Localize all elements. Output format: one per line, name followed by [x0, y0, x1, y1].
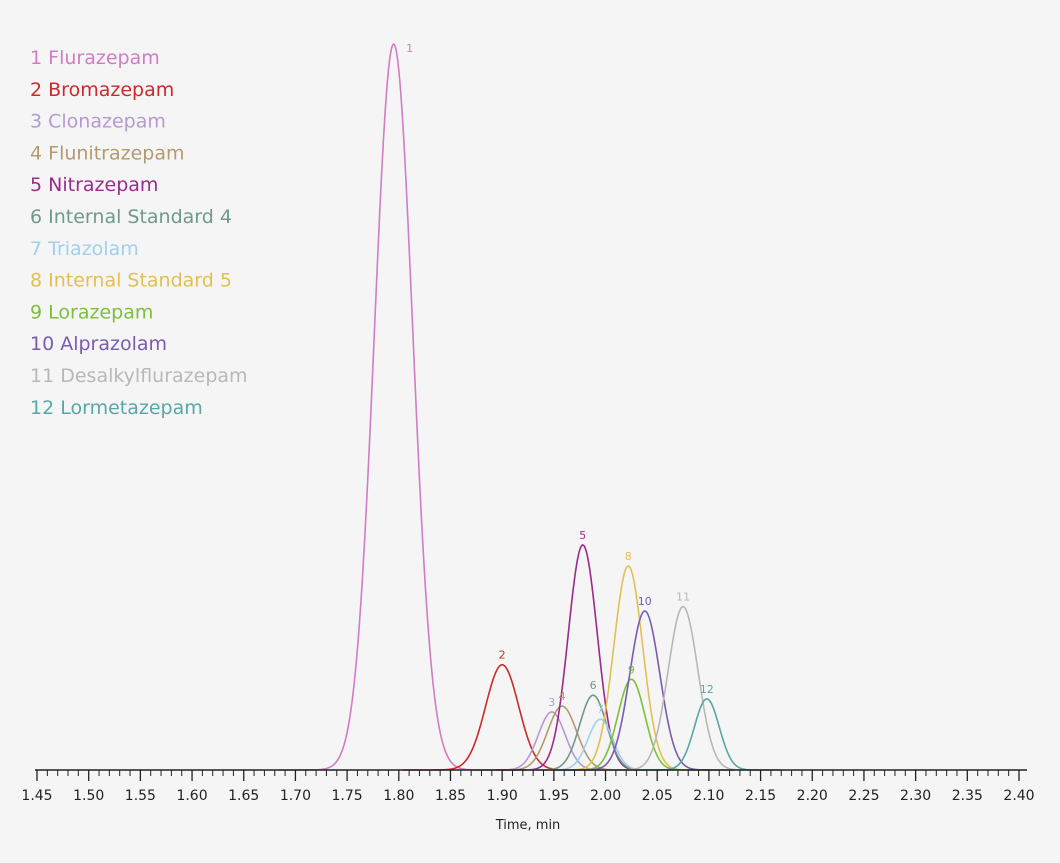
legend-entry: 3 Clonazepam [30, 111, 166, 133]
peak-label: 3 [548, 696, 555, 709]
legend-entry: 8 Internal Standard 5 [30, 270, 232, 292]
legend-number: 8 [30, 270, 48, 292]
legend-label: Lorazepam [48, 301, 153, 323]
x-tick-label: 2.00 [590, 788, 621, 804]
legend-number: 11 [30, 365, 60, 387]
legend-entry: 10 Alprazolam [30, 333, 167, 355]
x-tick-label: 2.20 [797, 788, 828, 804]
legend-label: Alprazolam [60, 333, 167, 355]
series-line-desalkylflurazepam [593, 605, 773, 771]
legend-label: Triazolam [47, 238, 139, 260]
legend-number: 6 [30, 206, 48, 228]
peak-label: 8 [625, 550, 632, 563]
legend-number: 7 [30, 238, 48, 260]
peak-label: 6 [590, 679, 597, 692]
legend-entry: 1 Flurazepam [30, 47, 160, 69]
legend-label: Flunitrazepam [48, 142, 184, 164]
legend-number: 4 [30, 142, 48, 164]
legend-entry: 4 Flunitrazepam [30, 142, 185, 164]
legend-entry: 6 Internal Standard 4 [30, 206, 232, 228]
x-axis-tick-labels: 1.45 1.50 1.55 1.60 1.65 1.70 1.75 1.80 1.85 1.90… [21, 788, 1034, 804]
x-tick-label: 2.40 [1003, 788, 1034, 804]
legend-number: 1 [30, 47, 48, 69]
x-tick-label: 2.30 [900, 788, 931, 804]
legend-entry: 2 Bromazepam [30, 79, 174, 101]
x-tick-label: 1.55 [125, 788, 156, 804]
peak-label: 7 [597, 703, 604, 716]
legend-label: Nitrazepam [48, 174, 158, 196]
peak-label: 10 [638, 595, 652, 608]
x-tick-label: 1.65 [228, 788, 259, 804]
legend-label: Flurazepam [48, 47, 160, 69]
x-axis-ticks [36, 770, 1020, 781]
x-axis: 1.45 1.50 1.55 1.60 1.65 1.70 1.75 1.80 1.85 1.90… [21, 769, 1035, 833]
peak-label: 12 [700, 683, 714, 696]
peak-label: 4 [559, 690, 566, 703]
x-axis-title: Time, min [495, 818, 561, 833]
legend-number: 5 [30, 174, 48, 196]
legend-label: Internal Standard 4 [48, 206, 232, 228]
legend-label: Bromazepam [48, 79, 174, 101]
x-tick-label: 2.05 [642, 788, 673, 804]
peak-label: 11 [676, 591, 690, 604]
peak-label: 2 [499, 649, 506, 662]
legend-entry: 7 Triazolam [30, 238, 139, 260]
x-tick-label: 1.85 [435, 788, 466, 804]
legend-number: 10 [30, 333, 60, 355]
x-tick-label: 1.80 [383, 788, 414, 804]
x-tick-label: 2.35 [952, 788, 983, 804]
legend-label: Clonazepam [48, 111, 166, 133]
series-curves [278, 43, 782, 771]
legend-label: Internal Standard 5 [48, 270, 232, 292]
x-tick-label: 1.90 [487, 788, 518, 804]
legend-entry: 11 Desalkylflurazepam [30, 365, 248, 387]
legend-entry: 12 Lormetazepam [30, 397, 203, 419]
legend-label: Lormetazepam [60, 397, 203, 419]
legend-number: 9 [30, 301, 48, 323]
peak-label: 1 [406, 42, 413, 55]
x-tick-label: 1.45 [21, 788, 52, 804]
x-tick-label: 1.70 [280, 788, 311, 804]
legend-number: 2 [30, 79, 48, 101]
peak-label: 5 [579, 529, 586, 542]
x-tick-label: 1.75 [332, 788, 363, 804]
x-tick-label: 1.50 [73, 788, 104, 804]
legend-entry: 5 Nitrazepam [30, 174, 158, 196]
legend-number: 12 [30, 397, 60, 419]
legend-label: Desalkylflurazepam [60, 365, 247, 387]
x-tick-label: 1.60 [176, 788, 207, 804]
series-line-flurazepam [278, 43, 509, 771]
x-tick-label: 2.15 [745, 788, 776, 804]
legend-entry: 9 Lorazepam [30, 301, 153, 323]
x-tick-label: 2.10 [693, 788, 724, 804]
legend-number: 3 [30, 111, 48, 133]
peak-label: 9 [628, 663, 635, 676]
x-tick-label: 1.95 [538, 788, 569, 804]
x-tick-label: 2.25 [848, 788, 879, 804]
